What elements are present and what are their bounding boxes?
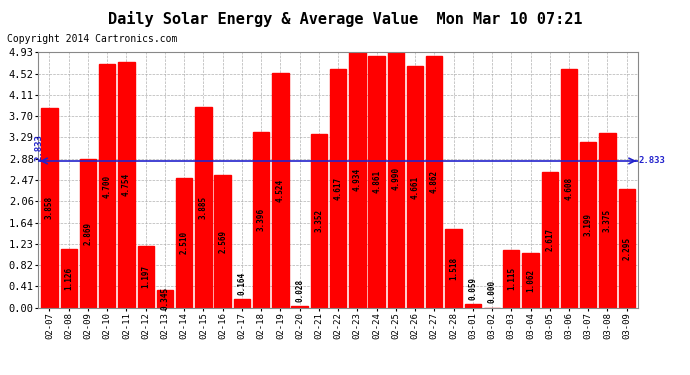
Text: 4.934: 4.934: [353, 168, 362, 192]
Text: 3.885: 3.885: [199, 195, 208, 219]
Bar: [234, 299, 250, 307]
Text: 4.700: 4.700: [103, 174, 112, 198]
Bar: [445, 229, 462, 308]
Bar: [426, 56, 442, 308]
Bar: [41, 108, 58, 308]
Text: 2.833: 2.833: [34, 134, 43, 161]
Text: 1.062: 1.062: [526, 268, 535, 292]
Text: 2.869: 2.869: [83, 222, 92, 245]
Bar: [407, 66, 423, 308]
Bar: [542, 172, 558, 308]
Text: 4.608: 4.608: [564, 177, 573, 200]
Text: 3.199: 3.199: [584, 213, 593, 236]
Text: 4.617: 4.617: [333, 177, 343, 200]
Text: 4.862: 4.862: [430, 170, 439, 194]
Text: 4.661: 4.661: [411, 176, 420, 198]
Bar: [99, 64, 115, 308]
Text: 0.059: 0.059: [469, 277, 477, 300]
Bar: [215, 175, 231, 308]
Bar: [176, 178, 193, 308]
Text: 1.115: 1.115: [506, 267, 515, 290]
Bar: [137, 246, 154, 308]
Text: 0.345: 0.345: [161, 287, 170, 310]
Bar: [580, 142, 596, 308]
Text: 0.000: 0.000: [488, 280, 497, 303]
Text: 2.833: 2.833: [638, 156, 665, 165]
Text: 4.754: 4.754: [122, 173, 131, 196]
Bar: [118, 62, 135, 308]
Text: 1.518: 1.518: [449, 256, 458, 280]
Bar: [253, 132, 269, 308]
Bar: [503, 250, 520, 308]
Text: 3.396: 3.396: [257, 208, 266, 231]
Bar: [80, 159, 96, 308]
Bar: [330, 69, 346, 308]
Text: 1.126: 1.126: [64, 267, 73, 290]
Text: 2.510: 2.510: [179, 231, 188, 254]
Bar: [61, 249, 77, 308]
Bar: [368, 56, 385, 308]
Bar: [388, 50, 404, 308]
Text: Daily Solar Energy & Average Value  Mon Mar 10 07:21: Daily Solar Energy & Average Value Mon M…: [108, 11, 582, 27]
Bar: [561, 69, 577, 308]
Text: 2.295: 2.295: [622, 237, 631, 260]
Text: 2.617: 2.617: [545, 228, 554, 251]
Text: 0.164: 0.164: [237, 272, 246, 295]
Text: 4.990: 4.990: [391, 167, 400, 190]
Bar: [157, 290, 173, 308]
Text: 3.375: 3.375: [603, 209, 612, 232]
Text: 1.197: 1.197: [141, 265, 150, 288]
Bar: [272, 74, 288, 308]
Text: 4.861: 4.861: [372, 170, 381, 194]
Bar: [195, 106, 212, 308]
Text: 0.028: 0.028: [295, 279, 304, 302]
Bar: [291, 306, 308, 308]
Text: 4.524: 4.524: [276, 179, 285, 202]
Text: Copyright 2014 Cartronics.com: Copyright 2014 Cartronics.com: [7, 34, 177, 44]
Bar: [618, 189, 635, 308]
Bar: [349, 52, 366, 308]
Bar: [464, 304, 481, 307]
Bar: [310, 134, 327, 308]
Text: 2.569: 2.569: [218, 230, 227, 253]
Text: 3.858: 3.858: [45, 196, 54, 219]
Bar: [522, 253, 539, 308]
Bar: [600, 133, 615, 308]
Text: 3.352: 3.352: [315, 209, 324, 232]
